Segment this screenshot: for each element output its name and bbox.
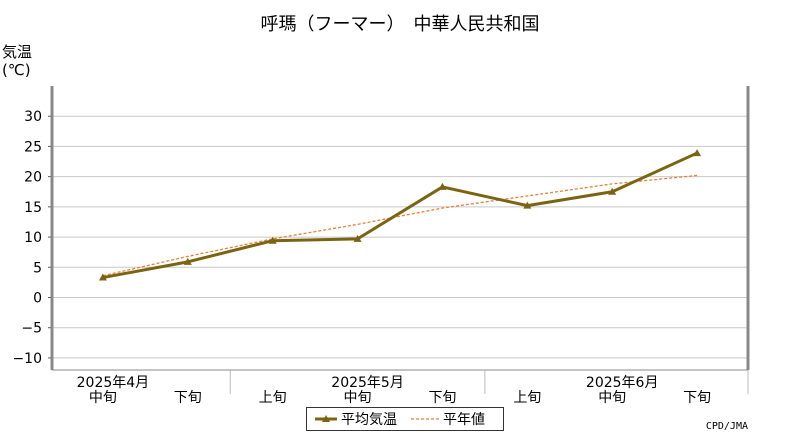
y-tick-label: 25 <box>24 139 42 155</box>
legend-normal-marker <box>411 418 439 420</box>
series-mean-point <box>693 149 702 157</box>
x-tick-label: 上旬 <box>513 390 541 406</box>
y-tick-label: 15 <box>24 200 42 216</box>
series-mean-point <box>183 257 192 265</box>
series-mean-point <box>523 201 532 209</box>
chart-title: 呼瑪（フーマー） 中華人民共和国 <box>260 14 540 35</box>
y-axis-unit: (℃) <box>2 61 31 79</box>
series-mean-point <box>353 234 362 242</box>
y-tick-label: 20 <box>24 170 42 186</box>
x-tick-label: 中旬 <box>598 390 626 406</box>
series-mean-line <box>102 151 698 280</box>
x-month-label: 2025年5月 <box>331 375 404 391</box>
plot-area <box>52 86 748 370</box>
series-mean-point <box>98 273 107 281</box>
legend-item-normal: 平年値 <box>411 409 485 429</box>
x-tick-label: 下旬 <box>683 390 711 406</box>
x-tick-label: 下旬 <box>428 390 456 406</box>
y-tick-label: −10 <box>12 351 42 367</box>
series-mean-point <box>438 182 447 190</box>
y-tick-label: 5 <box>33 260 42 276</box>
y-tick-label: 10 <box>24 230 42 246</box>
y-tick-label: 0 <box>33 290 42 306</box>
y-tick-label: 30 <box>24 109 42 125</box>
legend-mean-marker <box>315 415 337 422</box>
series-mean-point <box>268 236 277 244</box>
legend-mean-label: 平均気温 <box>341 412 397 428</box>
x-tick-label: 下旬 <box>174 390 202 406</box>
series-normal-line <box>102 174 698 277</box>
x-month-label: 2025年6月 <box>586 375 659 391</box>
y-tick-label: −5 <box>21 321 42 337</box>
credit-text: CPD/JMA <box>705 421 748 432</box>
x-tick-label: 中旬 <box>344 390 372 406</box>
x-tick-label: 中旬 <box>89 390 117 406</box>
x-month-label: 2025年4月 <box>77 375 150 391</box>
legend-item-mean: 平均気温 <box>315 409 397 429</box>
y-axis-label: 気温 <box>2 43 33 61</box>
legend-normal-label: 平年値 <box>443 412 485 428</box>
x-tick-label: 上旬 <box>259 390 287 406</box>
series-mean-point <box>608 187 617 195</box>
legend: 平均気温 平年値 <box>306 407 504 431</box>
